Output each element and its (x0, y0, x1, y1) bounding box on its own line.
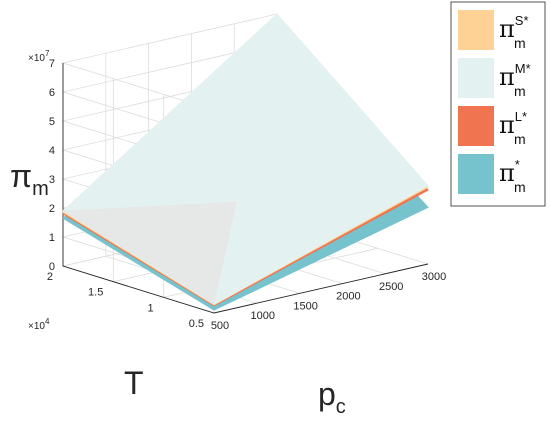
x-tick-label: 1500 (293, 300, 317, 312)
legend-label-sub: m (514, 35, 526, 51)
z-tick-label: 7 (49, 58, 55, 70)
y-tick-label: 1 (148, 302, 154, 314)
z-tick-label: 6 (49, 87, 55, 99)
z-exponent: ×107 (28, 49, 50, 64)
legend-swatch (458, 58, 494, 98)
x-tick-label: 2000 (336, 291, 360, 303)
x-axis-label: pc (318, 376, 346, 418)
legend-label-sub: m (514, 83, 526, 99)
legend-label: πS* (499, 13, 529, 43)
legend-swatch (458, 154, 494, 194)
legend: πS*mπM*mπL*mπ*m (450, 1, 546, 207)
x-tick-label: 3000 (422, 271, 446, 283)
surface-1 (62, 13, 429, 305)
z-tick-label: 0 (49, 261, 55, 273)
z-tick-label: 4 (49, 145, 55, 157)
legend-swatch (458, 10, 494, 50)
surface-shade (63, 201, 237, 305)
axis-line (62, 63, 429, 314)
legend-label: π* (499, 157, 520, 187)
tick-labels: 0 1 2 3 4 5 6 7 500 1000 1500 2000 2500 3000 0.5 1 1.5 2 (47, 58, 446, 332)
z-tick-label: 3 (49, 174, 55, 186)
legend-label: πM* (499, 61, 531, 91)
z-axis-label: πm (10, 158, 49, 200)
x-tick-label: 1000 (251, 310, 275, 322)
legend-label-sub: m (514, 179, 526, 195)
surface-layer (62, 13, 429, 311)
y-tick-label: 2 (47, 271, 53, 283)
y-exponent: ×104 (28, 317, 50, 332)
legend-label-sub: m (514, 131, 526, 147)
x-tick-label: 2500 (379, 281, 403, 293)
z-tick-label: 1 (49, 232, 55, 244)
z-tick-label: 5 (49, 116, 55, 128)
legend-label: πL* (499, 109, 527, 139)
legend-swatch (458, 106, 494, 146)
y-tick-label: 1.5 (88, 287, 103, 299)
y-axis-label: T (124, 365, 144, 401)
x-tick-label: 500 (211, 320, 229, 332)
y-tick-label: 0.5 (189, 318, 204, 330)
z-tick-label: 2 (49, 203, 55, 215)
